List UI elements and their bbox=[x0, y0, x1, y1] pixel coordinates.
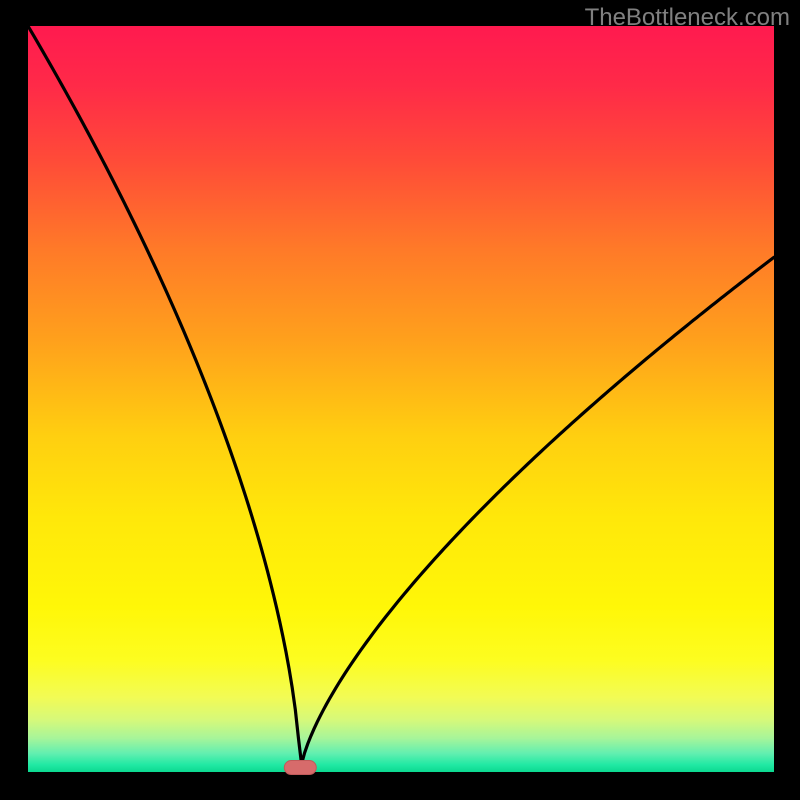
gradient-panel bbox=[28, 26, 774, 772]
chart-container: TheBottleneck.com bbox=[0, 0, 800, 800]
watermark-text: TheBottleneck.com bbox=[585, 4, 790, 32]
bottleneck-plot bbox=[0, 0, 800, 800]
optimal-marker bbox=[284, 761, 316, 775]
